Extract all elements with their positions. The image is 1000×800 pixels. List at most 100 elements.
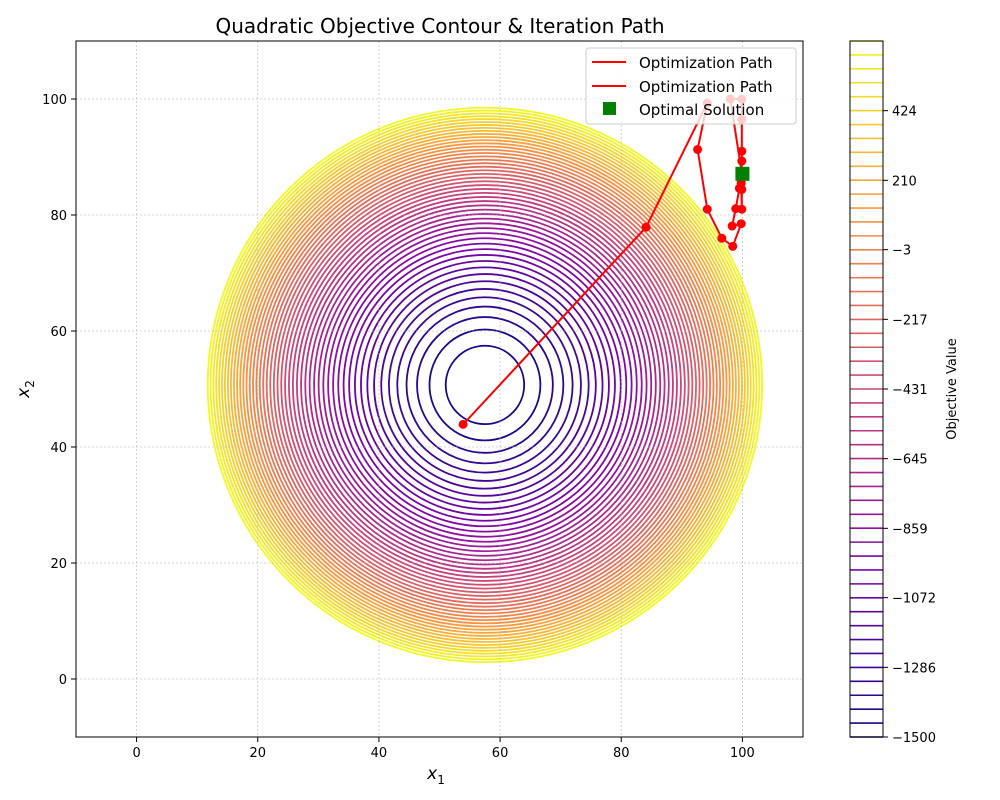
path-point-0 [458,419,468,429]
legend-label-2: Optimal Solution [639,101,764,119]
chart-title: Quadratic Objective Contour & Iteration … [215,14,664,38]
contour-lines [206,106,764,664]
contour-level-32 [262,162,708,608]
contour-level-39 [239,139,731,631]
contour-level-18 [317,217,653,553]
legend: Optimization Path Optimization Path Opti… [585,47,797,125]
x-tick-label-2: 40 [371,746,388,761]
y-tick-label-3: 60 [50,325,67,340]
contour-level-19 [313,213,657,557]
contour-level-21 [304,204,666,566]
contour-level-40 [236,136,734,634]
contour-level-41 [233,133,737,637]
contour-level-11 [354,254,616,516]
x-tick-label-3: 60 [492,746,509,761]
contour-level-20 [308,208,662,562]
y-axis-label: x2 [14,380,37,399]
path-point-8 [727,221,737,231]
y-tick-label-5: 100 [42,93,67,108]
x-tick-label-5: 100 [730,746,755,761]
contour-level-29 [272,172,697,597]
path-point-5 [717,233,727,243]
colorbar-tick-label-3: −217 [892,313,928,328]
contour-level-30 [269,169,701,601]
path-point-13 [736,178,746,188]
y-tick-label-4: 80 [50,209,67,224]
optimization-path-line [462,98,743,426]
path-point-7 [736,219,746,229]
contour-level-49 [209,109,761,661]
contour-level-36 [248,148,722,622]
legend-marker-2 [603,102,616,115]
contour-level-23 [296,196,674,574]
plot-frame [75,40,804,738]
contour-level-37 [245,145,725,625]
colorbar-label: Objective Value [945,338,960,439]
colorbar-ticks: 424 210 −3 −217 −431 −645 −859 −1072 −1286 −1500 [883,105,936,746]
contour-level-15 [332,232,638,538]
y-tick-label-1: 20 [50,557,67,572]
legend-box [585,47,797,125]
colorbar-tick-label-1: 210 [892,174,917,189]
contour-level-46 [218,118,752,652]
contour-level-25 [288,188,682,582]
optimal-solution-marker-0 [735,166,750,181]
x-tick-label-4: 80 [613,746,630,761]
contour-level-26 [284,184,686,586]
x-axis-label-subscript: 1 [437,773,445,787]
x-axis-ticks: 0 20 40 60 80 100 [132,737,755,761]
colorbar-tick-label-0: 424 [892,105,917,120]
path-point-4 [702,204,712,214]
contour-level-4 [405,305,565,465]
y-axis-ticks: 0 20 40 60 80 100 [42,93,76,688]
contour-level-6 [388,288,582,482]
colorbar-tick-label-9: −1500 [892,731,936,746]
colorbar-tick-label-4: −431 [892,383,928,398]
contour-level-17 [322,222,648,548]
contour-level-33 [258,158,712,612]
contour-level-9 [366,266,604,504]
contour-level-3 [416,316,554,454]
x-tick-label-1: 20 [249,746,266,761]
contour-level-10 [360,260,610,510]
path-point-14 [737,156,747,166]
contour-level-43 [226,126,743,643]
contour-level-42 [229,129,740,640]
colorbar-tick-label-2: −3 [892,244,911,259]
contour-level-28 [276,176,694,594]
y-tick-label-2: 40 [50,441,67,456]
colorbar-tick-label-6: −859 [892,522,928,537]
contour-level-47 [215,115,755,655]
path-point-1 [641,222,651,232]
contour-level-45 [221,121,749,649]
contour-level-1 [444,344,526,426]
x-axis-label: x1 [426,764,445,787]
colorbar-level-lines [850,40,883,738]
optimal-solution [735,166,750,181]
x-tick-label-0: 0 [132,746,140,761]
colorbar-tick-label-7: −1072 [892,592,936,607]
contour-level-16 [327,227,643,543]
path-point-6 [728,241,738,251]
y-tick-label-0: 0 [59,673,67,688]
legend-label-1: Optimization Path [639,78,773,96]
contour-level-7 [380,280,590,490]
colorbar: 424210−3−217−431−645−859−1072−1286−1500 … [849,40,960,746]
contour-level-5 [396,296,574,474]
contour-level-48 [212,112,758,658]
contour-level-14 [337,237,633,533]
contour-level-50 [206,106,764,664]
legend-label-0: Optimization Path [639,54,773,72]
grid-lines [76,41,803,737]
contour-level-35 [252,152,718,618]
colorbar-tick-label-5: −645 [892,453,928,468]
y-axis-label-subscript: 2 [23,380,37,388]
contour-level-31 [265,165,705,605]
contour-level-13 [342,242,628,528]
contour-level-2 [428,328,542,442]
path-point-12 [737,204,747,214]
contour-level-38 [242,142,728,628]
contour-level-44 [224,124,746,646]
contour-level-8 [373,273,597,497]
